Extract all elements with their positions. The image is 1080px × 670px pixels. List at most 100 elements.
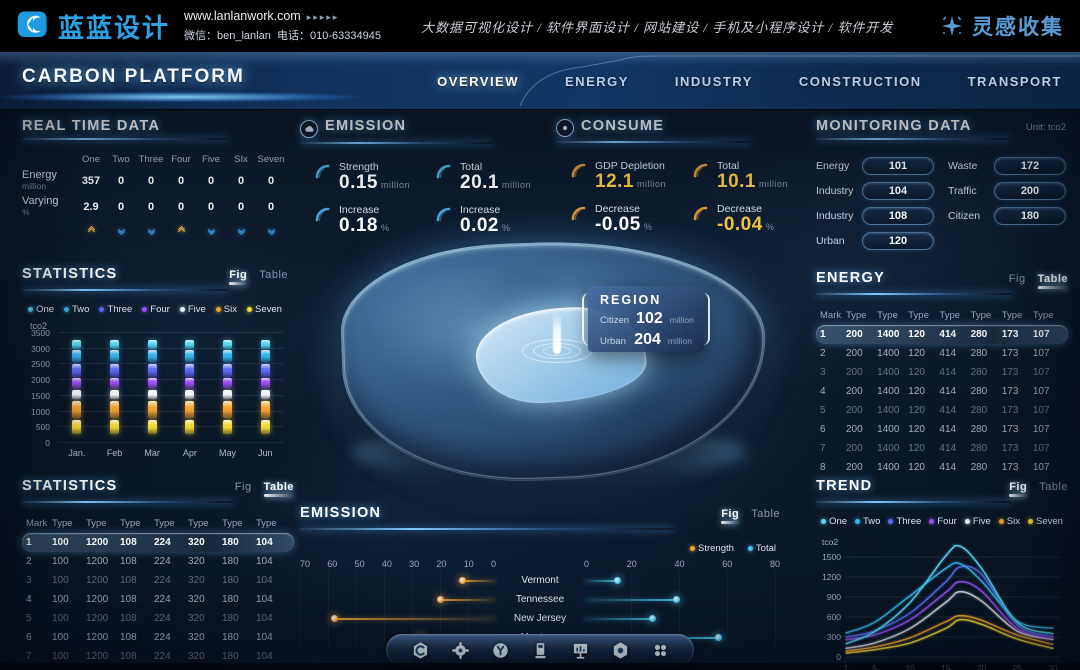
- legend-item[interactable]: One: [28, 304, 54, 315]
- metric-label: Decrease: [717, 202, 762, 215]
- tab-energy[interactable]: ENERGY: [565, 73, 629, 89]
- legend-item[interactable]: Four: [929, 516, 957, 527]
- website-link[interactable]: www.lanlanwork.com: [184, 9, 301, 24]
- dashboard-board-icon[interactable]: [568, 638, 592, 662]
- legend-item[interactable]: Total: [747, 543, 776, 554]
- table-row[interactable]: 6 200 1400 120 414 280 173 107: [816, 420, 1068, 439]
- fig-toggle[interactable]: Fig: [1009, 481, 1027, 497]
- lollipop-dot-icon: [614, 577, 622, 584]
- svg-text:0: 0: [836, 652, 841, 662]
- legend-item[interactable]: Two: [64, 304, 89, 315]
- tab-construction[interactable]: CONSTRUCTION: [798, 73, 922, 89]
- stacked-bar-chart: tco2 0 500 1000 1500 2000 2500 3000 3500 Jan. Fe…: [22, 321, 288, 459]
- fig-toggle[interactable]: Fig: [229, 269, 247, 285]
- table-row[interactable]: 7 200 1400 120 414 280 173 107: [816, 439, 1068, 458]
- legend-label: Two: [863, 516, 881, 527]
- axis-tick: 30: [409, 559, 420, 569]
- legend-dot-icon: [28, 307, 34, 312]
- legend-item[interactable]: One: [821, 516, 847, 527]
- cell: 414: [939, 462, 957, 473]
- gear-icon[interactable]: [448, 638, 472, 662]
- nut-icon[interactable]: [608, 638, 632, 662]
- column-header: Mark: [820, 310, 842, 321]
- cell: 280: [970, 443, 988, 454]
- column-header: Four: [171, 153, 191, 165]
- legend-item[interactable]: Seven: [247, 304, 282, 315]
- metric: Increase 0.02%: [435, 204, 548, 237]
- column-header: Type: [222, 518, 243, 529]
- legend-item[interactable]: Six: [998, 516, 1020, 527]
- table-row[interactable]: 2 100 1200 108 224 320 180 104: [22, 552, 294, 571]
- statistics-data-table: Mark Type Type Type Type Type Type Type 1 100 1200…: [22, 514, 294, 670]
- data-value: 0: [177, 175, 185, 187]
- site-header: 蓝蓝设计 www.lanlanwork.com ▸▸▸▸▸ 微信：ben_lanl…: [0, 0, 1080, 52]
- fig-toggle[interactable]: Fig: [1008, 273, 1026, 285]
- tab-overview[interactable]: OVERVIEW: [437, 73, 520, 89]
- cell: 2: [26, 556, 32, 567]
- legend-item[interactable]: Seven: [1028, 516, 1063, 527]
- legend-item[interactable]: Five: [179, 304, 206, 315]
- table-row[interactable]: 4 100 1200 108 224 320 180 104: [22, 590, 294, 609]
- bar-segment-four: [110, 378, 119, 388]
- app-grid-icon[interactable]: [648, 638, 672, 662]
- table-row[interactable]: 4 200 1400 120 414 280 173 107: [816, 382, 1068, 401]
- table-toggle[interactable]: Table: [259, 269, 288, 281]
- bar-segment-six: [72, 401, 82, 419]
- charging-station-icon[interactable]: [528, 638, 552, 662]
- table-toggle[interactable]: Table: [1038, 273, 1068, 289]
- cell: 414: [939, 348, 957, 359]
- legend-item[interactable]: Three: [99, 304, 132, 315]
- cell: 1400: [877, 367, 900, 378]
- table-row[interactable]: 6 100 1200 108 224 320 180 104: [22, 628, 294, 647]
- tab-industry[interactable]: INDUSTRY: [674, 73, 753, 89]
- legend-item[interactable]: Four: [142, 304, 170, 315]
- bar-segment-six: [260, 401, 270, 419]
- tab-transport[interactable]: TRANSPORT: [967, 73, 1062, 89]
- table-row[interactable]: 3 200 1400 120 414 280 173 107: [816, 363, 1068, 382]
- metric-unit: %: [765, 221, 775, 232]
- table-toggle[interactable]: Table: [264, 481, 294, 497]
- shield-c-icon[interactable]: [408, 638, 432, 662]
- y-badge-icon[interactable]: [488, 638, 512, 662]
- table-row[interactable]: 3 100 1200 108 224 320 180 104: [22, 571, 294, 590]
- legend-item[interactable]: Three: [888, 516, 921, 527]
- legend-item[interactable]: Five: [964, 516, 991, 527]
- bar-segment-five: [185, 389, 195, 400]
- cell: 414: [939, 367, 957, 378]
- table-row[interactable]: 5 100 1200 108 224 320 180 104: [22, 609, 294, 628]
- cell: 414: [939, 443, 957, 454]
- cell: 120: [908, 462, 925, 473]
- category-label: New Jersey: [513, 613, 567, 624]
- legend-item[interactable]: Strength: [690, 543, 734, 554]
- table-row[interactable]: 1 200 1400 120 414 280 173 107: [816, 325, 1068, 344]
- fig-toggle[interactable]: Fig: [721, 508, 739, 524]
- metric-value: 20.1 million: [460, 172, 531, 193]
- legend-label: One: [829, 516, 848, 527]
- bar-segment-seven: [185, 419, 195, 434]
- legend-item[interactable]: Two: [855, 516, 880, 527]
- strength-lollipop: [459, 577, 496, 584]
- table-row[interactable]: 5 200 1400 120 414 280 173 107: [816, 401, 1068, 420]
- cell: 200: [846, 348, 863, 359]
- fig-toggle[interactable]: Fig: [234, 481, 252, 493]
- table-row[interactable]: 8 200 1400 120 414 280 173 107: [816, 458, 1068, 477]
- legend-dot-icon: [998, 519, 1004, 524]
- x-tick-label: Mar: [144, 448, 160, 458]
- table-row[interactable]: 2 200 1400 120 414 280 173 107: [816, 344, 1068, 363]
- logo-text: 蓝蓝设计: [58, 12, 171, 43]
- lanlan-logo: 蓝蓝设计: [16, 8, 170, 45]
- table-toggle[interactable]: Table: [751, 508, 780, 520]
- table-row[interactable]: 7 100 1200 108 224 320 180 104: [22, 647, 294, 666]
- x-tick-label: May: [219, 448, 237, 458]
- bar-segment-seven: [260, 419, 270, 434]
- cell: 173: [1001, 462, 1019, 473]
- cell: 173: [1001, 329, 1019, 340]
- table-row[interactable]: 1 100 1200 108 224 320 180 104: [22, 533, 294, 552]
- metric-value: 0.18%: [339, 214, 390, 236]
- legend-item[interactable]: Six: [215, 304, 237, 315]
- table-toggle[interactable]: Table: [1039, 481, 1068, 493]
- collect-button[interactable]: 灵感收集: [940, 11, 1064, 41]
- map-3d[interactable]: [300, 228, 785, 518]
- metric-label: Decrease: [595, 202, 640, 215]
